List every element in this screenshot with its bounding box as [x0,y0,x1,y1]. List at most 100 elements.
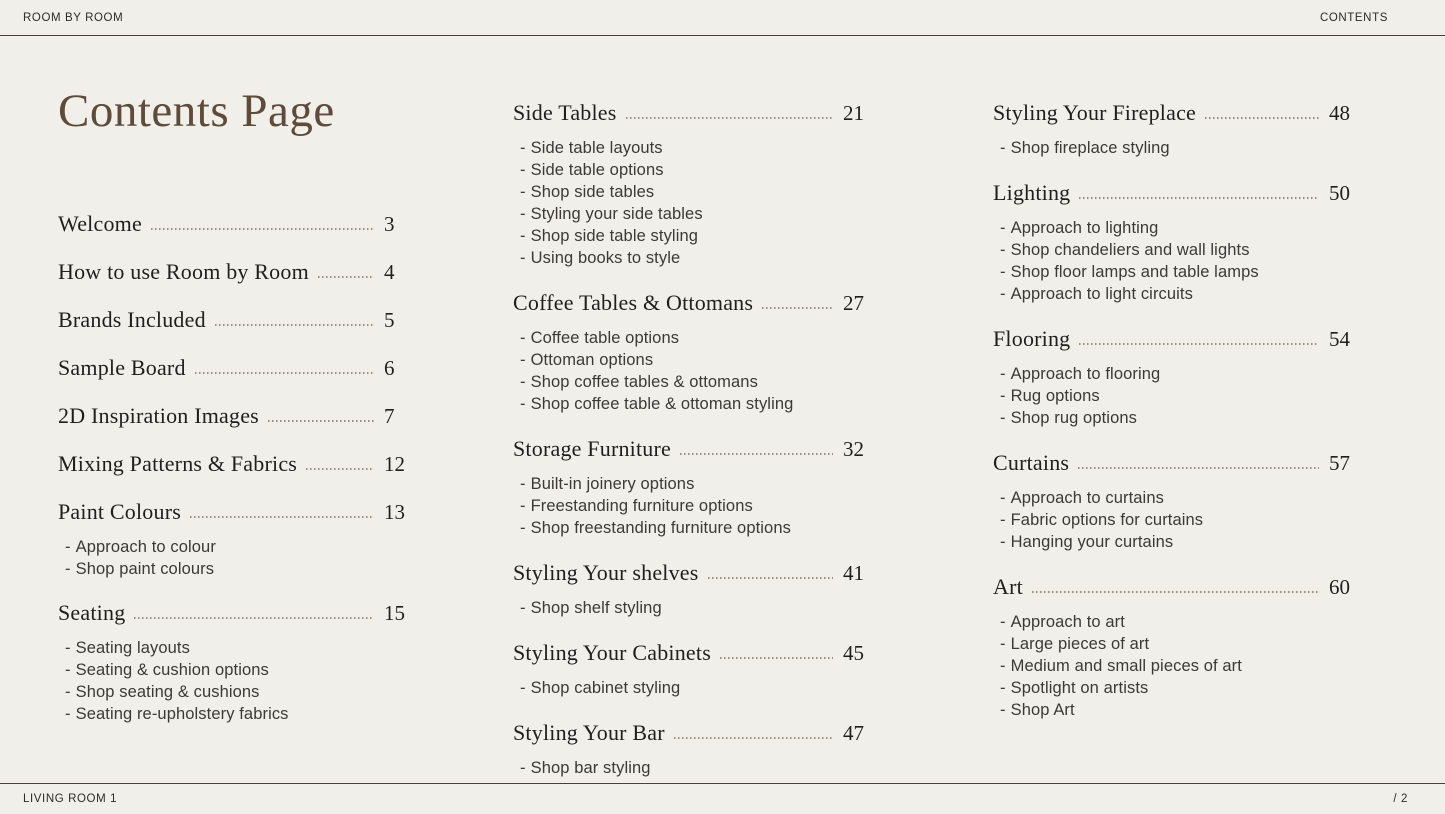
toc-subitem[interactable]: - Shop side table styling [520,225,867,247]
toc-subitem[interactable]: - Side table layouts [520,137,867,159]
subitem-label[interactable]: Rug options [1010,387,1100,405]
toc-entry[interactable]: Styling Your Bar 47 [513,718,867,748]
toc-subitem[interactable]: - Shop chandeliers and wall lights [1000,239,1353,261]
subitem-label[interactable]: Using books to style [530,249,681,267]
toc-entry-label[interactable]: Coffee Tables & Ottomans [513,290,754,315]
subitem-label[interactable]: Approach to art [1010,613,1125,631]
toc-subitem[interactable]: - Large pieces of art [1000,633,1353,655]
toc-entry[interactable]: Sample Board 6 [58,353,408,383]
subitem-label[interactable]: Large pieces of art [1010,635,1150,653]
subitem-label[interactable]: Fabric options for curtains [1010,511,1204,529]
toc-entry[interactable]: Coffee Tables & Ottomans 27 [513,288,867,318]
toc-subitem[interactable]: - Shop freestanding furniture options [520,517,867,539]
toc-subitem[interactable]: - Seating & cushion options [65,659,408,681]
toc-subitem[interactable]: - Hanging your curtains [1000,531,1353,553]
toc-entry-label[interactable]: Styling Your Fireplace [993,100,1197,125]
subitem-label[interactable]: Shop side table styling [530,227,699,245]
toc-subitem[interactable]: - Built-in joinery options [520,473,867,495]
toc-entry-label[interactable]: Sample Board [58,355,186,380]
toc-subitem[interactable]: - Shop shelf styling [520,597,867,619]
subitem-label[interactable]: Coffee table options [530,329,680,347]
toc-subitem[interactable]: - Freestanding furniture options [520,495,867,517]
subitem-label[interactable]: Shop paint colours [75,560,215,578]
toc-entry[interactable]: Styling Your Cabinets 45 [513,638,867,668]
subitem-label[interactable]: Approach to colour [75,538,216,556]
toc-subitem[interactable]: - Shop cabinet styling [520,677,867,699]
subitem-label[interactable]: Ottoman options [530,351,654,369]
toc-subitem[interactable]: - Approach to curtains [1000,487,1353,509]
toc-entry[interactable]: 2D Inspiration Images 7 [58,401,408,431]
toc-entry-label[interactable]: Styling Your Cabinets [513,640,711,665]
toc-subitem[interactable]: - Shop coffee table & ottoman styling [520,393,867,415]
toc-entry-label[interactable]: Art [993,574,1023,599]
subitem-label[interactable]: Side table layouts [530,139,663,157]
subitem-label[interactable]: Shop chandeliers and wall lights [1010,241,1250,259]
toc-entry-label[interactable]: Curtains [993,450,1070,475]
toc-subitem[interactable]: - Shop coffee tables & ottomans [520,371,867,393]
subitem-label[interactable]: Built-in joinery options [530,475,695,493]
toc-subitem[interactable]: - Ottoman options [520,349,867,371]
toc-entry-label[interactable]: Brands Included [58,307,206,332]
toc-entry[interactable]: Brands Included 5 [58,305,408,335]
toc-entry[interactable]: Storage Furniture 32 [513,434,867,464]
toc-entry-label[interactable]: Styling Your Bar [513,720,665,745]
toc-subitem[interactable]: - Approach to colour [65,536,408,558]
toc-entry[interactable]: Welcome 3 [58,209,408,239]
subitem-label[interactable]: Shop coffee tables & ottomans [530,373,758,391]
toc-entry-label[interactable]: How to use Room by Room [58,259,309,284]
toc-entry[interactable]: Curtains 57 [993,448,1353,478]
subitem-label[interactable]: Spotlight on artists [1010,679,1149,697]
toc-subitem[interactable]: - Approach to light circuits [1000,283,1353,305]
toc-subitem[interactable]: - Shop side tables [520,181,867,203]
toc-subitem[interactable]: - Using books to style [520,247,867,269]
subitem-label[interactable]: Side table options [530,161,664,179]
toc-entry[interactable]: Styling Your shelves 41 [513,558,867,588]
toc-entry-label[interactable]: Flooring [993,326,1071,351]
subitem-label[interactable]: Shop fireplace styling [1010,139,1170,157]
toc-subitem[interactable]: - Side table options [520,159,867,181]
toc-entry-label[interactable]: Welcome [58,211,142,236]
subitem-label[interactable]: Approach to lighting [1010,219,1159,237]
toc-subitem[interactable]: - Shop fireplace styling [1000,137,1353,159]
subitem-label[interactable]: Styling your side tables [530,205,703,223]
subitem-label[interactable]: Shop seating & cushions [75,683,260,701]
toc-subitem[interactable]: - Coffee table options [520,327,867,349]
toc-subitem[interactable]: - Shop seating & cushions [65,681,408,703]
subitem-label[interactable]: Approach to flooring [1010,365,1161,383]
toc-subitem[interactable]: - Spotlight on artists [1000,677,1353,699]
subitem-label[interactable]: Hanging your curtains [1010,533,1174,551]
toc-entry-label[interactable]: Styling Your shelves [513,560,699,585]
subitem-label[interactable]: Shop freestanding furniture options [530,519,791,537]
toc-subitem[interactable]: - Medium and small pieces of art [1000,655,1353,677]
toc-entry-label[interactable]: Mixing Patterns & Fabrics [58,451,298,476]
subitem-label[interactable]: Shop floor lamps and table lamps [1010,263,1259,281]
subitem-label[interactable]: Shop Art [1010,701,1075,719]
toc-subitem[interactable]: - Approach to art [1000,611,1353,633]
toc-subitem[interactable]: - Shop Art [1000,699,1353,721]
toc-entry[interactable]: Lighting 50 [993,178,1353,208]
subitem-label[interactable]: Medium and small pieces of art [1010,657,1242,675]
toc-subitem[interactable]: - Approach to flooring [1000,363,1353,385]
toc-subitem[interactable]: - Styling your side tables [520,203,867,225]
toc-entry[interactable]: Styling Your Fireplace 48 [993,98,1353,128]
subitem-label[interactable]: Seating re-upholstery fabrics [75,705,289,723]
toc-entry-label[interactable]: Paint Colours [58,499,181,524]
subitem-label[interactable]: Shop bar styling [530,759,651,777]
subitem-label[interactable]: Shop coffee table & ottoman styling [530,395,794,413]
toc-entry-label[interactable]: Side Tables [513,100,617,125]
subitem-label[interactable]: Shop rug options [1010,409,1137,427]
toc-subitem[interactable]: - Shop paint colours [65,558,408,580]
subitem-label[interactable]: Shop shelf styling [530,599,662,617]
toc-entry[interactable]: Mixing Patterns & Fabrics 12 [58,449,408,479]
toc-subitem[interactable]: - Shop bar styling [520,757,867,779]
subitem-label[interactable]: Seating layouts [75,639,190,657]
subitem-label[interactable]: Shop side tables [530,183,655,201]
toc-entry[interactable]: Flooring 54 [993,324,1353,354]
toc-entry-label[interactable]: Lighting [993,180,1071,205]
toc-subitem[interactable]: - Seating re-upholstery fabrics [65,703,408,725]
toc-subitem[interactable]: - Fabric options for curtains [1000,509,1353,531]
toc-entry[interactable]: How to use Room by Room 4 [58,257,408,287]
subitem-label[interactable]: Approach to curtains [1010,489,1164,507]
toc-subitem[interactable]: - Shop rug options [1000,407,1353,429]
subitem-label[interactable]: Shop cabinet styling [530,679,681,697]
